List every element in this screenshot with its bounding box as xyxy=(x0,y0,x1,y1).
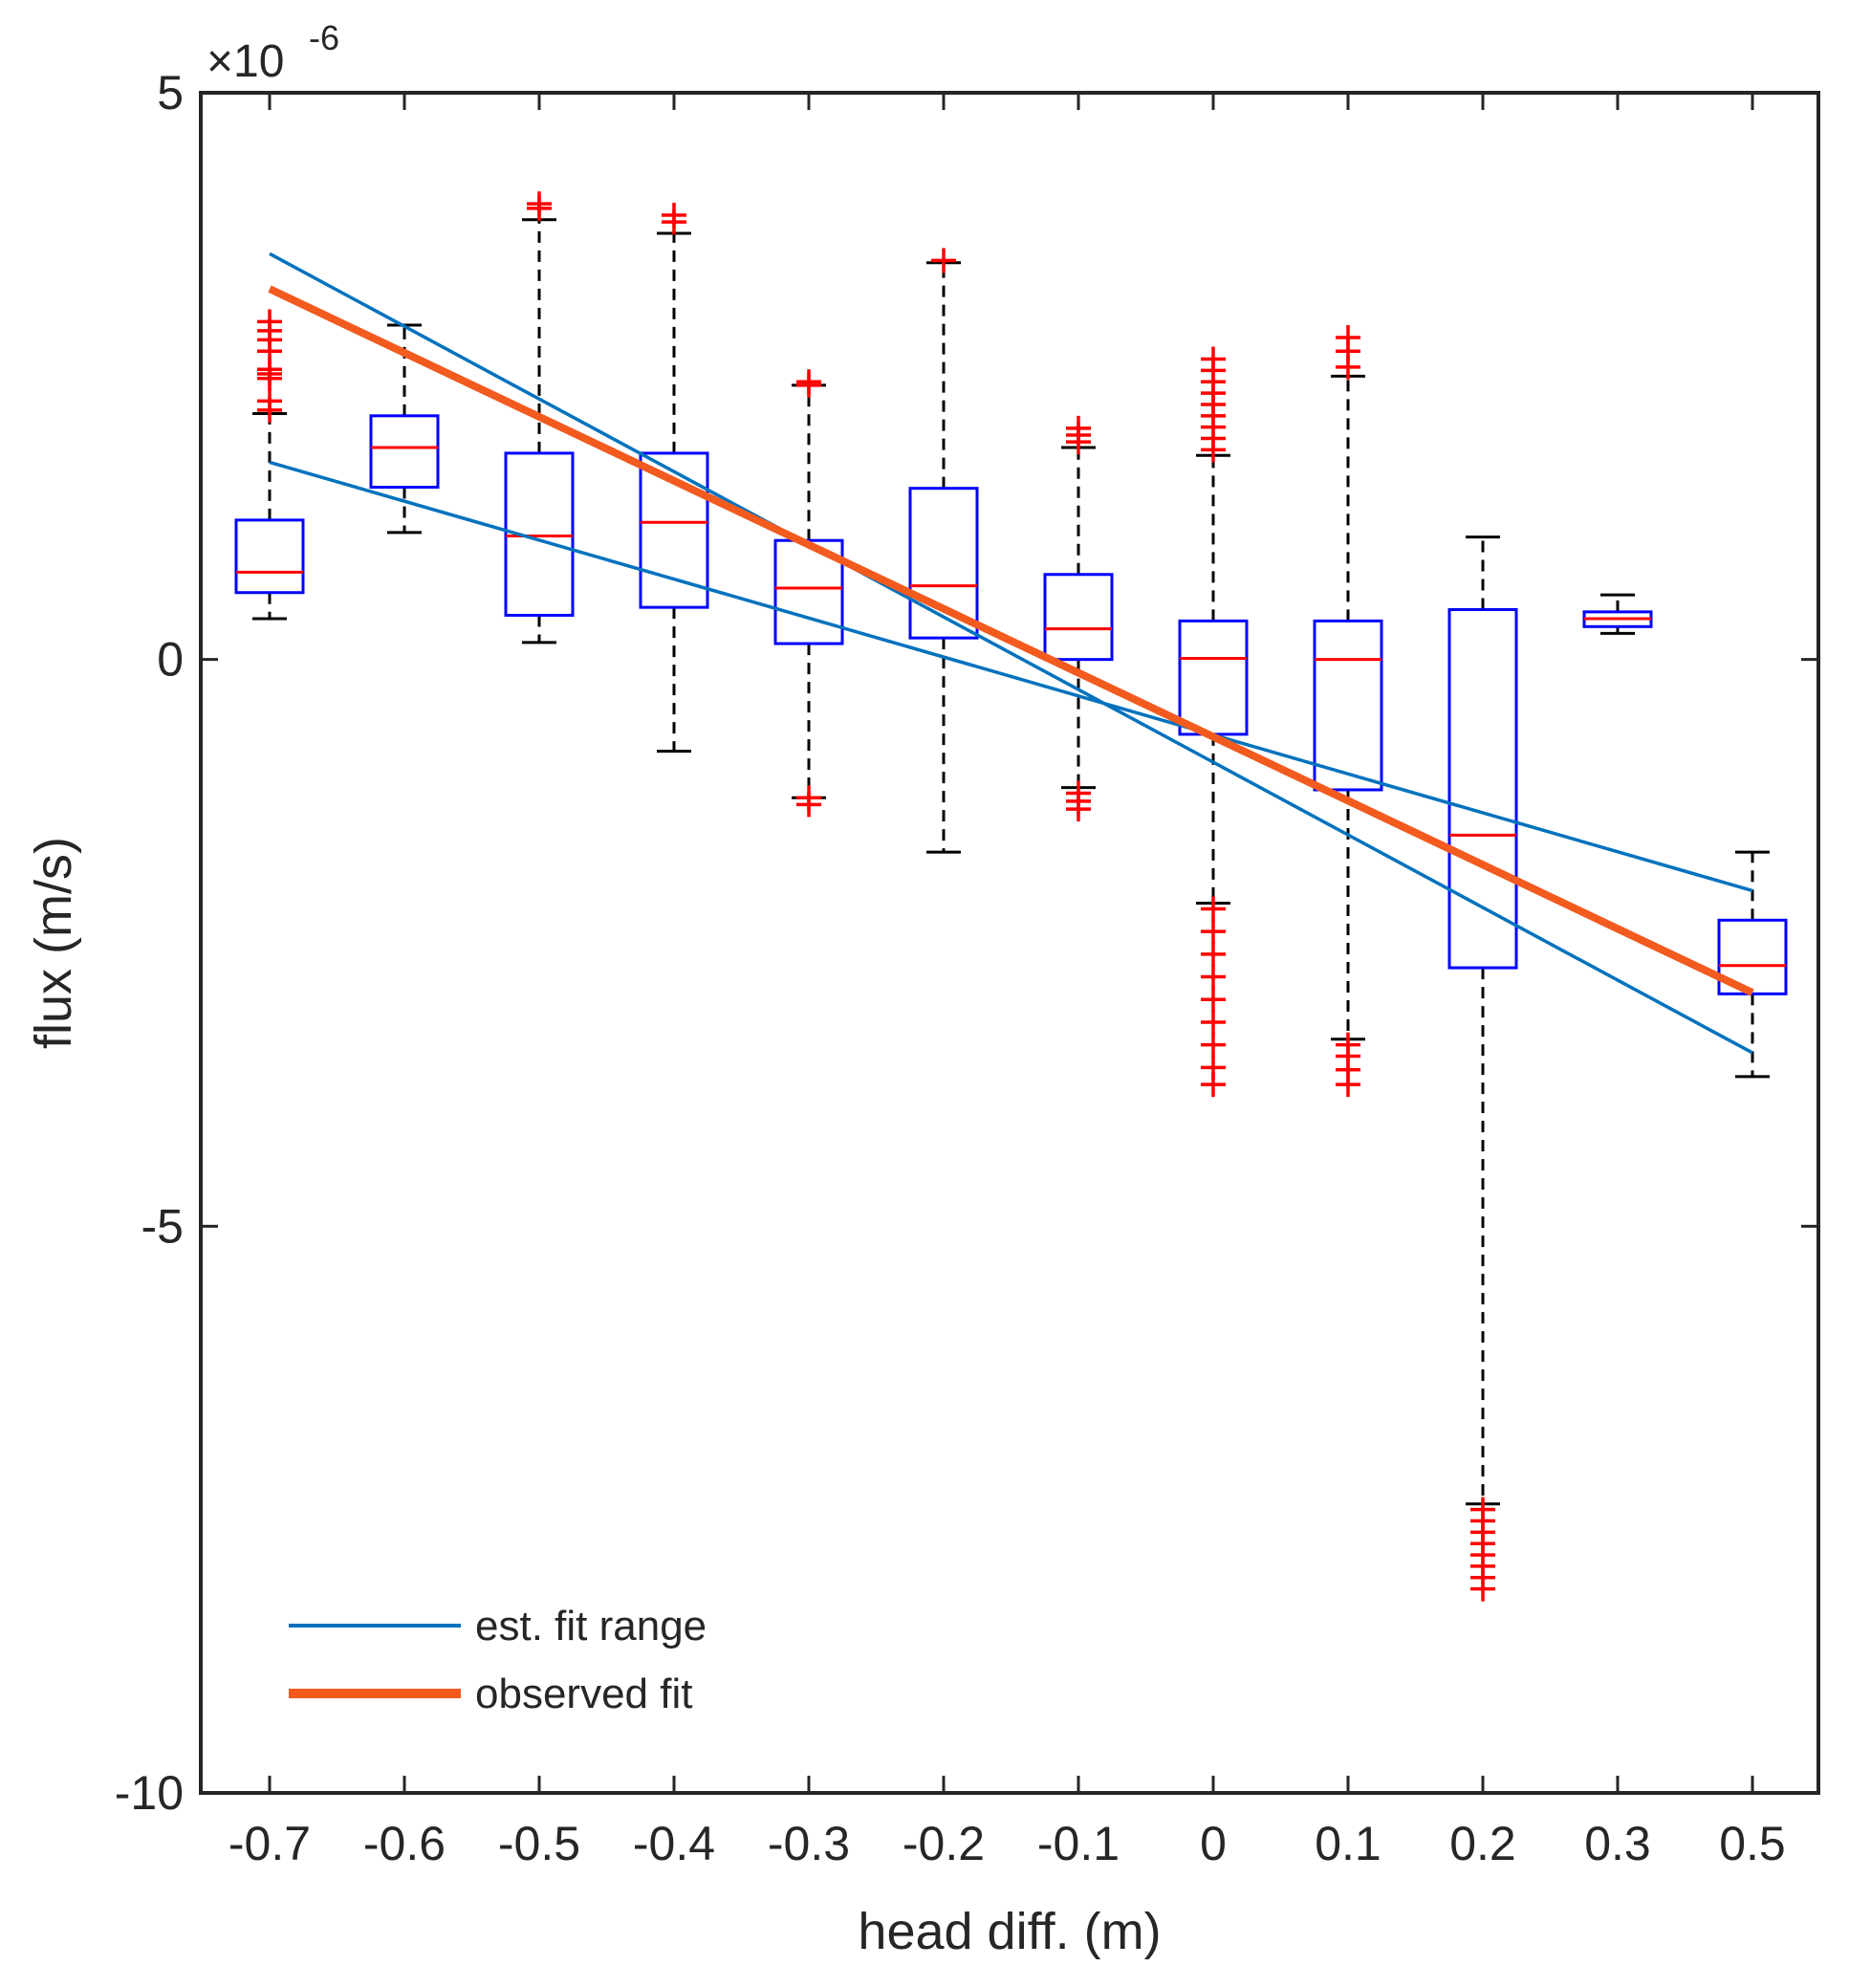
outlier-marker xyxy=(1066,780,1091,806)
box xyxy=(773,538,844,645)
y-axis: 5 0 -5 -10 xyxy=(115,66,1818,1820)
outlier-marker xyxy=(796,369,821,395)
x-tick-label: -0.2 xyxy=(903,1817,985,1870)
outlier-marker xyxy=(1201,1055,1226,1081)
box xyxy=(1043,573,1114,662)
box xyxy=(369,414,440,489)
outlier-marker xyxy=(796,785,821,811)
outlier-marker xyxy=(1201,346,1226,372)
fit-range-line xyxy=(269,251,1753,1055)
box xyxy=(1717,918,1788,995)
boxplot--0.2 xyxy=(908,248,979,854)
box xyxy=(1447,608,1518,970)
plot-area xyxy=(199,91,1820,1795)
outlier-marker xyxy=(1066,415,1091,441)
x-tick-label: -0.1 xyxy=(1037,1817,1120,1870)
boxplot--0.6 xyxy=(369,323,440,535)
boxplot--0.1 xyxy=(1043,415,1114,822)
x-tick-label: 0.1 xyxy=(1315,1817,1381,1870)
outlier-marker xyxy=(1470,1496,1495,1522)
outlier-marker xyxy=(1336,325,1360,351)
x-tick-label: -0.4 xyxy=(633,1817,715,1870)
outlier-marker xyxy=(1201,919,1226,945)
boxplots xyxy=(234,191,1788,1602)
boxplot-0 xyxy=(1178,346,1249,1098)
x-tick-label: -0.7 xyxy=(228,1817,311,1870)
outlier-marker xyxy=(1201,1032,1226,1058)
outlier-marker xyxy=(1201,941,1226,967)
outlier-marker xyxy=(1336,1032,1360,1058)
x-tick-label: 0.3 xyxy=(1584,1817,1651,1870)
outlier-marker xyxy=(1201,964,1226,990)
fit-range-line xyxy=(269,460,1753,893)
boxplot--0.5 xyxy=(504,191,575,644)
boxplot-0.2 xyxy=(1447,535,1518,1602)
boxplot-0.3 xyxy=(1582,593,1653,635)
box xyxy=(234,518,305,595)
outlier-marker xyxy=(1201,896,1226,922)
observed-fit-line xyxy=(268,285,1754,996)
legend-label-fit-range: est. fit range xyxy=(475,1603,707,1649)
y-tick-label: 0 xyxy=(157,633,184,687)
x-tick-label: 0.5 xyxy=(1719,1817,1786,1870)
x-tick-label: -0.3 xyxy=(768,1817,850,1870)
y-axis-label: flux (m/s) xyxy=(25,837,82,1049)
outlier-marker xyxy=(527,191,552,217)
y-exponent-power: -6 xyxy=(309,18,339,57)
legend-label-observed-fit: observed fit xyxy=(475,1671,692,1717)
y-tick-label: -10 xyxy=(115,1766,184,1820)
y-tick-label: 5 xyxy=(157,66,184,120)
box xyxy=(1313,619,1383,792)
boxplot--0.7 xyxy=(234,309,305,621)
y-tick-label: -5 xyxy=(141,1199,184,1253)
box xyxy=(504,451,575,617)
boxplot-0.1 xyxy=(1313,325,1383,1098)
x-tick-label: 0.2 xyxy=(1449,1817,1516,1870)
boxplot--0.4 xyxy=(639,203,709,754)
outlier-marker xyxy=(257,309,282,335)
x-axis-label: head diff. (m) xyxy=(858,1903,1161,1960)
x-tick-label: -0.6 xyxy=(363,1817,446,1870)
boxplot--0.3 xyxy=(773,369,844,818)
outlier-marker xyxy=(931,248,956,273)
boxplot-0.5 xyxy=(1717,850,1788,1079)
outlier-marker xyxy=(1201,987,1226,1013)
fit-lines xyxy=(268,251,1754,1055)
outlier-marker xyxy=(662,203,686,229)
x-tick-label: 0 xyxy=(1200,1817,1227,1870)
outlier-marker xyxy=(1201,1009,1226,1035)
legend: est. fit range observed fit xyxy=(289,1603,707,1717)
box xyxy=(908,487,979,640)
x-axis: -0.7 -0.6 -0.5 -0.4 -0.3 -0.2 -0.1 0 0.1 0.2 0.3 0.… xyxy=(228,93,1786,1870)
outlier-marker xyxy=(257,388,282,414)
x-tick-label: -0.5 xyxy=(498,1817,580,1870)
box xyxy=(639,451,709,609)
y-exponent-base: ×10 xyxy=(207,36,284,87)
